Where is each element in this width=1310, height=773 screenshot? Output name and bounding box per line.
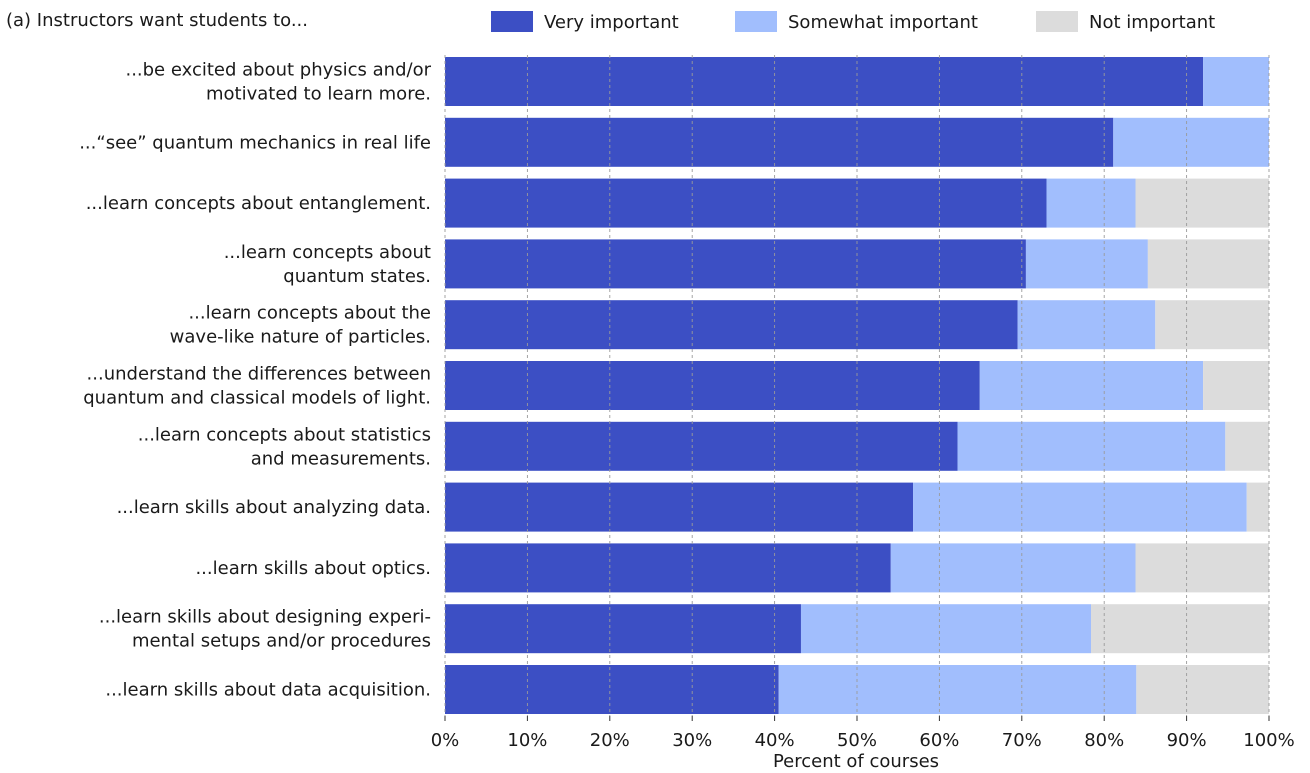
category-label: ...“see” quantum mechanics in real life bbox=[79, 132, 431, 153]
bar-very-important-2 bbox=[445, 178, 1047, 228]
x-axis-label: Percent of courses bbox=[773, 751, 939, 772]
bar-very-important-3 bbox=[445, 239, 1026, 289]
grid-lines bbox=[444, 55, 1270, 716]
legend-label: Not important bbox=[1089, 12, 1215, 33]
x-tick-label: 80% bbox=[1084, 730, 1124, 751]
x-tick-label: 30% bbox=[672, 730, 712, 751]
bar-somewhat-important-8 bbox=[890, 543, 1136, 593]
bar-somewhat-important-6 bbox=[957, 421, 1226, 471]
x-tick-label: 0% bbox=[431, 730, 460, 751]
bar-very-important-1 bbox=[445, 117, 1114, 167]
bar-not-important-6 bbox=[1225, 421, 1269, 471]
bar-not-important-9 bbox=[1091, 604, 1269, 654]
category-label: ...be excited about physics and/or motiva… bbox=[125, 60, 431, 105]
bar-somewhat-important-4 bbox=[1017, 300, 1156, 350]
bar-not-important-4 bbox=[1155, 300, 1269, 350]
legend-label: Somewhat important bbox=[788, 12, 978, 33]
bar-very-important-5 bbox=[445, 361, 980, 410]
category-label: ...learn skills about data acquisition. bbox=[105, 680, 431, 701]
bar-very-important-0 bbox=[445, 57, 1204, 106]
bar-not-important-7 bbox=[1246, 482, 1269, 532]
bar-very-important-10 bbox=[445, 665, 779, 714]
x-axis-ticks: 0% 10% 20% 30% 40% 50% 60% 70% 80% 90% 100% bbox=[431, 716, 1295, 751]
bar-very-important-9 bbox=[445, 604, 801, 654]
bar-not-important-5 bbox=[1203, 361, 1269, 410]
bar-somewhat-important-3 bbox=[1025, 239, 1148, 289]
category-label: ...learn concepts about entanglement. bbox=[86, 193, 431, 214]
x-tick-label: 70% bbox=[1002, 730, 1042, 751]
category-label: ...learn skills about optics. bbox=[195, 558, 431, 579]
legend: Very important Somewhat important Not impo… bbox=[491, 11, 1215, 33]
category-label: ...learn skills about designing experi-m… bbox=[99, 607, 431, 652]
bar-somewhat-important-0 bbox=[1203, 57, 1269, 106]
bar-not-important-8 bbox=[1135, 543, 1269, 593]
category-label: ...learn skills about analyzing data. bbox=[117, 497, 431, 518]
bar-very-important-6 bbox=[445, 421, 958, 471]
bar-not-important-3 bbox=[1147, 239, 1269, 289]
category-label: ...understand the differences between qua… bbox=[83, 364, 431, 409]
chart-title: (a) Instructors want students to... bbox=[6, 10, 308, 31]
x-tick-label: 60% bbox=[919, 730, 959, 751]
bar-not-important-10 bbox=[1136, 665, 1269, 714]
x-tick-label: 20% bbox=[590, 730, 630, 751]
bar-somewhat-important-9 bbox=[800, 604, 1092, 654]
legend-swatch bbox=[1036, 11, 1078, 32]
bar-very-important-4 bbox=[445, 300, 1018, 350]
x-tick-label: 90% bbox=[1167, 730, 1207, 751]
bar-not-important-2 bbox=[1135, 178, 1269, 228]
legend-label: Very important bbox=[544, 12, 679, 33]
category-label: ...learn concepts about quantum states. bbox=[224, 242, 431, 287]
x-tick-label: 50% bbox=[837, 730, 877, 751]
x-tick-label: 10% bbox=[507, 730, 547, 751]
x-tick-label: 100% bbox=[1243, 730, 1294, 751]
legend-swatch bbox=[735, 11, 777, 32]
bar-very-important-7 bbox=[445, 482, 914, 532]
bar-somewhat-important-7 bbox=[913, 482, 1247, 532]
bar-somewhat-important-1 bbox=[1113, 117, 1269, 167]
category-labels: ...be excited about physics and/or motiva… bbox=[79, 60, 431, 701]
bar-very-important-8 bbox=[445, 543, 891, 593]
bars bbox=[445, 57, 1269, 714]
legend-swatch bbox=[491, 11, 533, 32]
bar-somewhat-important-5 bbox=[979, 361, 1204, 410]
bar-somewhat-important-10 bbox=[778, 665, 1137, 714]
category-label: ...learn concepts about the wave-like nat… bbox=[170, 303, 431, 348]
bar-somewhat-important-2 bbox=[1046, 178, 1136, 228]
x-tick-label: 40% bbox=[755, 730, 795, 751]
category-label: ...learn concepts about statistics and me… bbox=[138, 424, 431, 469]
